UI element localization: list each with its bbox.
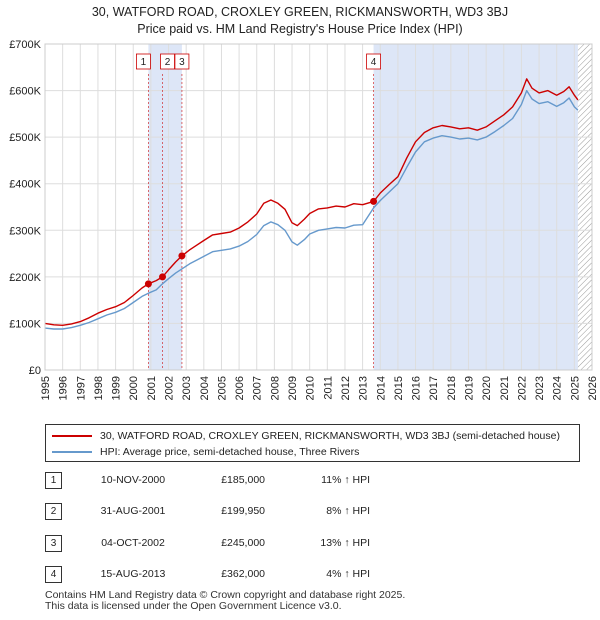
sale-date: 10-NOV-2000 <box>100 474 166 486</box>
legend-item-property: 30, WATFORD ROAD, CROXLEY GREEN, RICKMAN… <box>52 428 560 444</box>
sale-price: £185,000 <box>221 474 265 486</box>
x-tick-label: 2020 <box>481 376 493 400</box>
sale-date: 04-OCT-2002 <box>101 537 165 549</box>
sale-point <box>178 252 186 260</box>
chart-title-block: 30, WATFORD ROAD, CROXLEY GREEN, RICKMAN… <box>0 4 600 38</box>
sale-price: £245,000 <box>221 537 265 549</box>
x-tick-label: 2007 <box>252 376 264 400</box>
sale-marker-box <box>136 53 151 70</box>
series-line-hpi <box>44 89 579 330</box>
sale-point <box>159 273 167 281</box>
y-tick-label: £200K <box>9 272 41 284</box>
x-tick-label: 2001 <box>146 376 158 400</box>
sale-hpi-diff: 4% ↑ HPI <box>326 568 370 580</box>
x-tick-label: 1997 <box>75 376 87 400</box>
x-tick-label: 2025 <box>569 376 581 400</box>
x-tick-label: 2022 <box>516 376 528 400</box>
x-tick-label: 2014 <box>375 376 387 400</box>
chart-subtitle: Price paid vs. HM Land Registry's House … <box>137 22 463 36</box>
chart-legend: 30, WATFORD ROAD, CROXLEY GREEN, RICKMAN… <box>45 424 580 462</box>
sale-date: 31-AUG-2001 <box>100 505 166 517</box>
x-tick-label: 2003 <box>181 376 193 400</box>
y-tick-label: £600K <box>9 86 41 98</box>
y-tick-label: £300K <box>9 225 41 237</box>
legend-label-hpi: HPI: Average price, semi-detached house,… <box>100 446 360 458</box>
sale-marker-box <box>366 53 381 70</box>
sale-number: 2 <box>45 503 62 520</box>
sale-row: 4 15-AUG-2013 £362,000 4% ↑ HPI <box>45 566 385 586</box>
legend-swatch-blue <box>52 451 92 454</box>
sale-marker-label: 3 <box>179 57 185 68</box>
footer-attribution: Contains HM Land Registry data © Crown c… <box>45 590 405 612</box>
x-tick-label: 2008 <box>269 376 281 400</box>
x-tick-label: 1995 <box>40 376 52 400</box>
sale-row: 2 31-AUG-2001 £199,950 8% ↑ HPI <box>45 503 385 523</box>
x-tick-label: 2018 <box>446 376 458 400</box>
sale-number: 1 <box>45 472 62 489</box>
x-tick-label: 2026 <box>587 376 599 400</box>
sale-hpi-diff: 11% ↑ HPI <box>321 474 370 486</box>
plot-border <box>44 43 593 371</box>
legend-item-hpi: HPI: Average price, semi-detached house,… <box>52 444 359 460</box>
footer-license: This data is licensed under the Open Gov… <box>45 600 342 612</box>
forecast-hatch <box>577 44 592 370</box>
series-line-property <box>44 78 579 326</box>
y-tick-label: £700K <box>9 39 41 51</box>
x-tick-label: 2015 <box>393 376 405 400</box>
sale-hpi-diff: 13% ↑ HPI <box>320 537 370 549</box>
sale-marker-box <box>174 53 190 70</box>
sale-point <box>144 280 152 288</box>
x-tick-label: 2011 <box>322 376 334 400</box>
y-tick-label: £500K <box>9 132 41 144</box>
y-tick-label: £0 <box>29 365 41 377</box>
sale-price: £199,950 <box>221 505 265 517</box>
legend-swatch-red <box>52 435 92 438</box>
shaded-period <box>373 44 578 370</box>
sale-row: 3 04-OCT-2002 £245,000 13% ↑ HPI <box>45 535 385 555</box>
sale-marker-label: 2 <box>165 57 171 68</box>
x-tick-label: 2019 <box>463 376 475 400</box>
sale-point <box>370 197 378 205</box>
x-tick-label: 1998 <box>93 376 105 400</box>
x-tick-label: 2002 <box>164 376 176 400</box>
sale-price: £362,000 <box>221 568 265 580</box>
sale-date: 15-AUG-2013 <box>100 568 166 580</box>
sale-marker-label: 1 <box>141 57 147 68</box>
sale-hpi-diff: 8% ↑ HPI <box>326 505 370 517</box>
sale-marker-label: 4 <box>371 57 377 68</box>
x-tick-label: 2016 <box>411 376 423 400</box>
x-tick-label: 2009 <box>287 376 299 400</box>
sale-marker-box <box>160 53 175 70</box>
x-tick-label: 2004 <box>199 376 211 400</box>
x-tick-label: 2000 <box>128 376 140 400</box>
x-tick-label: 2006 <box>234 376 246 400</box>
price-chart: £0 £100K £200K £300K £400K £500K £600K £700K 199… <box>9 39 599 400</box>
x-tick-label: 2024 <box>552 376 564 400</box>
x-tick-label: 2012 <box>340 376 352 400</box>
footer-copyright: Contains HM Land Registry data © Crown c… <box>45 589 406 601</box>
chart-title: 30, WATFORD ROAD, CROXLEY GREEN, RICKMAN… <box>91 5 509 19</box>
y-tick-label: £400K <box>9 179 41 191</box>
x-tick-label: 2021 <box>499 376 511 400</box>
sale-number: 3 <box>45 535 62 552</box>
sale-number: 4 <box>45 566 62 583</box>
x-tick-label: 2013 <box>358 376 370 400</box>
sale-row: 1 10-NOV-2000 £185,000 11% ↑ HPI <box>45 472 385 492</box>
shaded-period <box>148 44 182 370</box>
y-tick-label: £100K <box>9 318 41 330</box>
x-tick-label: 2010 <box>305 376 317 400</box>
legend-label-property: 30, WATFORD ROAD, CROXLEY GREEN, RICKMAN… <box>100 430 560 442</box>
x-tick-label: 1999 <box>111 376 123 400</box>
x-tick-label: 1996 <box>58 376 70 400</box>
x-tick-label: 2005 <box>216 376 228 400</box>
x-tick-label: 2017 <box>428 376 440 400</box>
x-tick-label: 2023 <box>534 376 546 400</box>
